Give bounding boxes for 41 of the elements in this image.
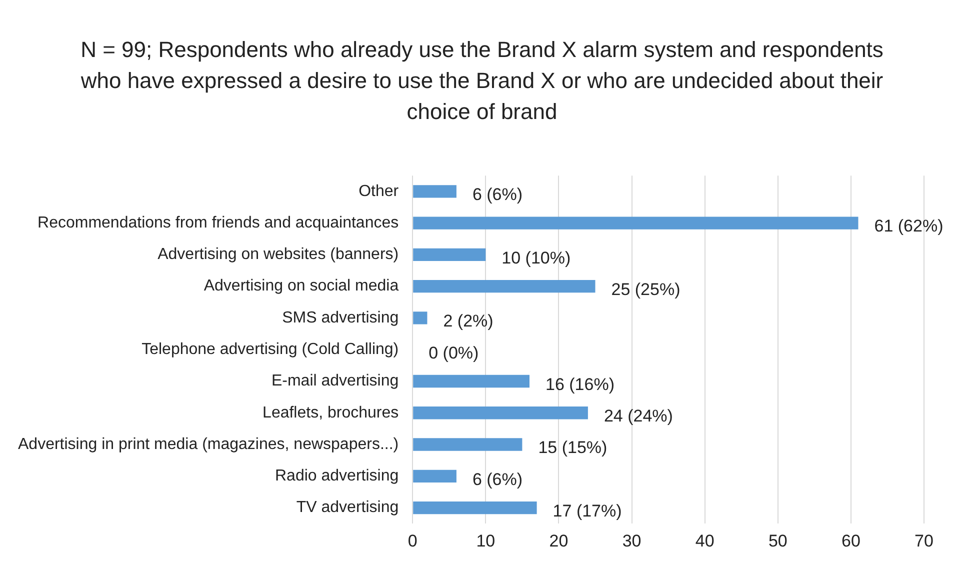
y-tick-label: E-mail advertising [271, 372, 399, 390]
bar [413, 248, 486, 262]
x-tick-label: 40 [695, 531, 714, 550]
data-label: 15 (15%) [538, 438, 608, 458]
x-tick-label: 20 [549, 531, 568, 550]
y-tick-label: Telephone advertising (Cold Calling) [142, 341, 399, 358]
x-tick-label: 10 [476, 531, 496, 550]
y-tick-label: Recommendations from friends and acquaintances [38, 214, 399, 232]
y-tick-label: Leaflets, brochures [262, 404, 399, 422]
bar [413, 374, 530, 388]
bar [413, 406, 588, 420]
data-label: 25 (25%) [611, 280, 680, 300]
y-tick-label: Advertising in print media (magazines, newspapers...) [18, 436, 399, 453]
bar [413, 280, 596, 293]
data-label: 17 (17%) [552, 501, 622, 520]
data-label: 6 (6%) [472, 185, 523, 204]
bar [413, 438, 522, 451]
y-tick-label: Radio advertising [274, 468, 399, 485]
bar [413, 501, 537, 514]
bar [413, 470, 456, 482]
x-tick-label: 0 [408, 531, 418, 550]
x-tick-label: 50 [768, 531, 788, 550]
bar [413, 185, 456, 198]
chart-title: N = 99; Respondents who already use the Brand X alarm system and respondents who have expressed a desire to use the Brand X or who are undecided about their choice of brand [80, 36, 884, 126]
bar [413, 216, 858, 230]
data-label: 2 (2%) [443, 312, 494, 331]
y-tick-label: TV advertising [296, 499, 399, 516]
x-tick-label: 30 [622, 531, 642, 550]
data-label: 61 (62%) [874, 216, 944, 236]
data-label: 10 (10%) [502, 248, 571, 268]
data-label: 24 (24%) [604, 406, 673, 426]
bar [413, 312, 428, 324]
y-tick-label: SMS advertising [282, 309, 399, 326]
data-label: 16 (16%) [546, 374, 614, 394]
x-tick-label: 60 [841, 531, 860, 550]
x-tick-label: 70 [914, 531, 934, 550]
y-tick-label: Advertising on websites (banners) [158, 246, 399, 264]
data-label: 0 (0%) [428, 343, 479, 362]
data-label: 6 (6%) [472, 470, 523, 489]
y-tick-label: Advertising on social media [204, 278, 399, 295]
y-tick-label: Other [358, 182, 400, 200]
